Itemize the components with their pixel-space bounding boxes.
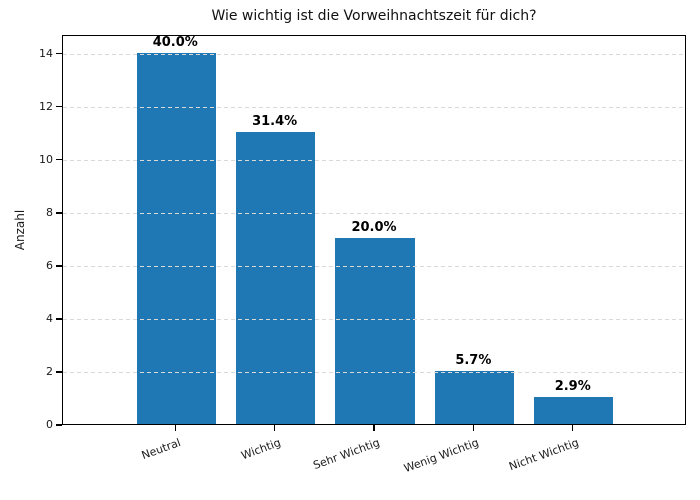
y-tick-label: 2 xyxy=(46,364,53,378)
x-tick-mark xyxy=(174,425,177,431)
bar xyxy=(136,52,216,424)
y-tick-label: 0 xyxy=(46,418,53,431)
y-tick-mark xyxy=(55,265,62,267)
bar-value-label: 2.9% xyxy=(554,379,591,395)
y-tick-mark xyxy=(55,105,62,108)
y-tick-mark xyxy=(55,424,62,426)
y-tick-label: 14 xyxy=(39,46,53,60)
x-tick-mark xyxy=(273,425,276,431)
bar-value-label: 20.0% xyxy=(351,220,397,236)
bar-value-label: 40.0% xyxy=(152,34,198,50)
bar xyxy=(434,370,515,424)
y-tick-mark xyxy=(55,212,62,214)
y-tick-mark xyxy=(55,371,62,373)
x-tick-mark xyxy=(571,425,574,431)
bar xyxy=(533,397,614,424)
bar-value-label: 31.4% xyxy=(252,114,298,130)
bar-value-label: 5.7% xyxy=(455,352,492,368)
y-tick-label: 8 xyxy=(46,205,53,219)
chart-title: Wie wichtig ist die Vorweihnachtszeit fü… xyxy=(211,8,537,24)
bars-layer xyxy=(63,36,685,424)
y-tick-mark xyxy=(55,318,62,320)
y-tick-label: 10 xyxy=(39,152,53,166)
y-tick-label: 6 xyxy=(46,258,53,272)
plot-area xyxy=(62,35,686,425)
y-tick-mark xyxy=(55,52,62,55)
x-tick-mark xyxy=(373,425,375,431)
y-tick-mark xyxy=(55,158,62,161)
x-tick-mark xyxy=(472,425,475,431)
bar xyxy=(235,132,316,424)
y-tick-label: 4 xyxy=(46,311,53,325)
y-tick-label: 12 xyxy=(39,99,53,113)
bar xyxy=(335,238,415,424)
